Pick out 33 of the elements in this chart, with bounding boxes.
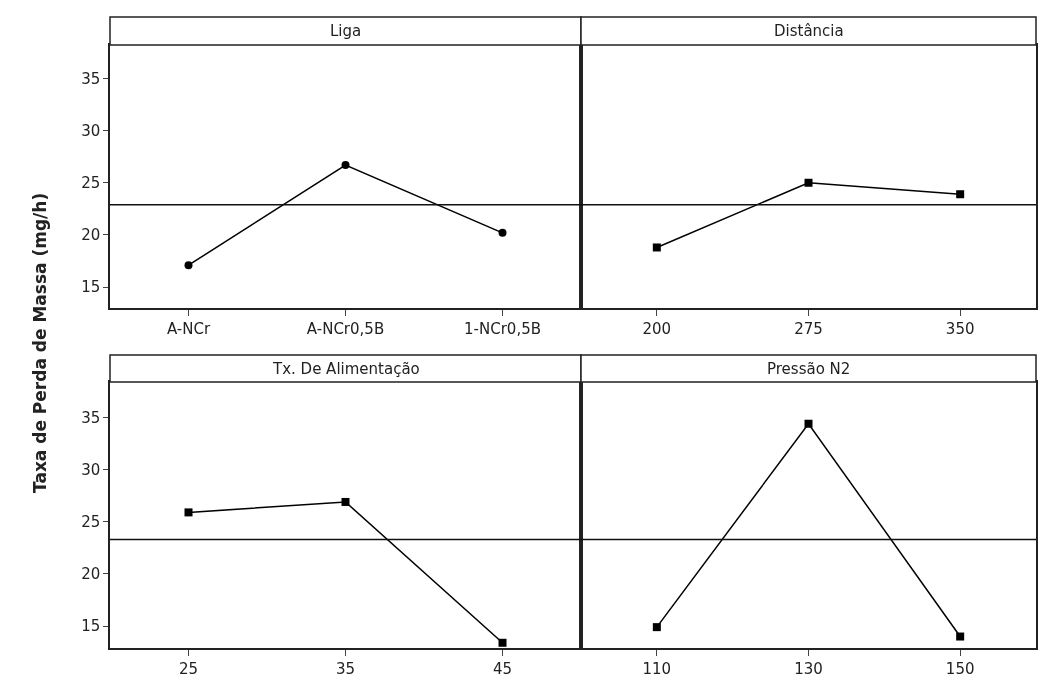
y-tick-label: 15 bbox=[81, 278, 101, 297]
y-tick-label: 20 bbox=[81, 226, 101, 245]
x-tick-label: 150 bbox=[945, 659, 975, 678]
y-tick-label: 30 bbox=[81, 460, 101, 479]
x-tick-label: 35 bbox=[335, 659, 356, 678]
chart-title: Pressão N2 bbox=[767, 360, 851, 378]
x-tick-label: 110 bbox=[642, 659, 672, 678]
point bbox=[341, 497, 350, 506]
point bbox=[498, 228, 507, 237]
y-tick-label: 30 bbox=[81, 121, 101, 140]
y-tick-label: 25 bbox=[81, 513, 101, 532]
y-tick-label: 20 bbox=[81, 565, 101, 584]
chart-title: Tx. De Alimentação bbox=[272, 360, 420, 378]
point bbox=[184, 261, 193, 270]
y-tick-label: 15 bbox=[81, 617, 101, 636]
x-tick-label: A-NCr0,5B bbox=[306, 319, 385, 338]
point bbox=[498, 638, 507, 647]
x-tick-label: 1-NCr0,5B bbox=[464, 319, 541, 338]
x-tick-label: 200 bbox=[642, 319, 672, 338]
y-tick-label: 25 bbox=[81, 174, 101, 193]
chart-title: Distância bbox=[774, 22, 844, 40]
x-tick-label: 25 bbox=[178, 659, 199, 678]
x-tick-label: 45 bbox=[492, 659, 513, 678]
x-tick-label: 350 bbox=[945, 319, 975, 338]
y-tick-label: 35 bbox=[81, 408, 101, 427]
y-tick-label: 35 bbox=[81, 69, 101, 88]
point bbox=[341, 161, 350, 170]
x-tick-label: 275 bbox=[794, 319, 823, 338]
y-axis-title: Taxa de Perda de Massa (mg/h) bbox=[30, 192, 50, 493]
x-tick-label: 130 bbox=[794, 659, 823, 678]
x-tick-label: A-NCr bbox=[166, 319, 211, 338]
point bbox=[184, 508, 193, 517]
chart-title: Liga bbox=[330, 22, 362, 40]
